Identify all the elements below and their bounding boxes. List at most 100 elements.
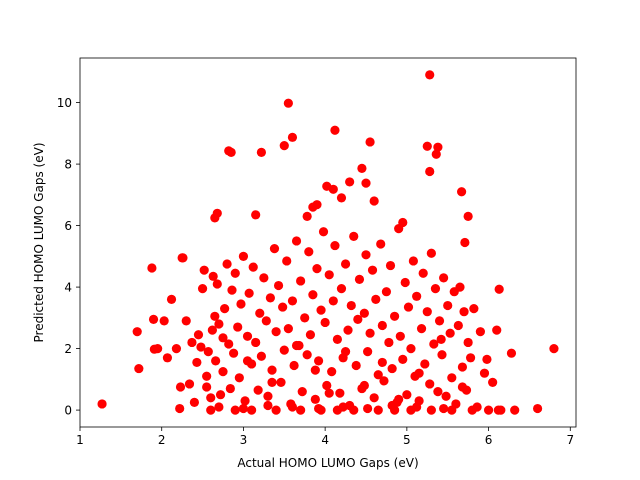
data-point — [234, 373, 244, 383]
x-tick-label: 7 — [566, 433, 574, 447]
data-point — [242, 331, 253, 341]
data-point — [455, 282, 465, 292]
data-point — [335, 388, 345, 398]
data-point — [369, 393, 379, 403]
data-point — [291, 236, 302, 246]
data-point — [269, 244, 280, 254]
data-point — [240, 396, 250, 406]
data-point — [314, 403, 324, 414]
data-point — [377, 357, 387, 368]
data-point — [314, 356, 324, 366]
data-point — [287, 402, 298, 412]
data-point — [363, 403, 373, 414]
data-point — [377, 320, 387, 331]
data-point — [395, 331, 405, 341]
data-point — [296, 405, 306, 415]
data-point — [426, 248, 436, 258]
data-point — [267, 365, 277, 375]
data-point — [373, 370, 383, 380]
data-point — [387, 400, 397, 411]
data-point — [148, 314, 159, 324]
data-point — [199, 265, 209, 275]
data-point — [402, 390, 412, 400]
data-point — [181, 316, 191, 326]
data-point — [324, 270, 334, 280]
data-point — [263, 391, 273, 401]
data-point — [369, 196, 379, 206]
data-point — [310, 394, 320, 404]
data-point — [287, 296, 298, 306]
y-axis-ticks: 0 2 4 6 8 10 — [57, 96, 80, 418]
data-point — [416, 324, 427, 334]
data-point — [283, 98, 293, 108]
data-point — [346, 300, 356, 311]
data-point — [349, 231, 359, 241]
data-point — [175, 403, 185, 414]
data-point — [465, 353, 476, 363]
data-point — [330, 240, 340, 251]
data-point — [214, 402, 224, 412]
data-point — [271, 405, 281, 415]
data-point — [443, 300, 453, 311]
data-point — [244, 288, 254, 298]
data-point — [184, 379, 195, 389]
y-tick-label: 8 — [64, 158, 72, 172]
data-point — [197, 284, 208, 294]
data-point — [248, 262, 258, 272]
x-axis-label: Actual HOMO LUMO Gaps (eV) — [237, 456, 418, 470]
data-point — [247, 405, 257, 415]
data-point — [162, 353, 173, 363]
data-point — [296, 276, 306, 286]
data-point — [225, 383, 235, 394]
data-point — [134, 363, 144, 374]
data-point — [457, 187, 467, 197]
data-point — [425, 70, 435, 80]
data-point — [238, 403, 249, 414]
data-point — [420, 359, 430, 369]
data-point — [187, 337, 197, 348]
data-point — [171, 343, 182, 354]
data-point — [408, 256, 418, 266]
data-point — [445, 328, 455, 338]
data-point — [384, 337, 394, 348]
data-point — [403, 302, 414, 312]
data-point — [202, 371, 212, 381]
data-point — [398, 354, 408, 364]
y-tick-label: 10 — [57, 96, 72, 110]
data-point — [208, 271, 218, 281]
data-point — [379, 376, 389, 386]
data-point — [469, 304, 479, 314]
data-point — [354, 274, 365, 284]
data-point — [218, 367, 228, 377]
data-point — [242, 356, 253, 366]
data-point — [206, 405, 216, 415]
data-point — [549, 343, 559, 354]
data-point — [493, 405, 503, 415]
data-point — [283, 324, 293, 334]
data-point — [255, 308, 265, 318]
data-point — [203, 347, 213, 357]
data-point — [367, 265, 378, 275]
data-point — [447, 405, 457, 415]
data-point — [175, 382, 186, 392]
data-point — [406, 343, 416, 354]
data-point — [261, 316, 271, 326]
data-point — [278, 302, 288, 312]
x-tick-label: 3 — [240, 433, 248, 447]
data-point — [263, 400, 273, 411]
data-point — [376, 239, 386, 249]
x-tick-label: 4 — [321, 433, 329, 447]
data-point — [343, 325, 353, 335]
data-point — [220, 304, 230, 314]
plot-frame — [79, 57, 577, 428]
data-point — [305, 330, 316, 340]
data-point — [330, 125, 340, 135]
data-point — [320, 317, 330, 328]
data-point — [206, 393, 216, 403]
data-point — [310, 365, 320, 375]
data-point — [390, 311, 400, 321]
x-tick-label: 5 — [403, 433, 411, 447]
data-point — [418, 268, 428, 278]
data-point — [385, 260, 396, 271]
data-point — [441, 391, 451, 401]
